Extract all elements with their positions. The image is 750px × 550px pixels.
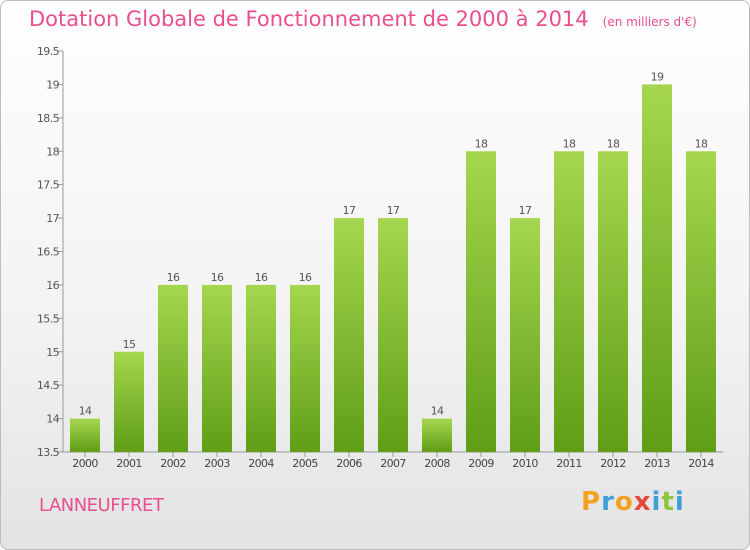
y-tick-label: 13.5 <box>37 446 60 459</box>
proxiti-logo: Proxiti <box>581 487 685 517</box>
y-tick-label: 18.5 <box>37 112 60 125</box>
bar <box>334 218 364 452</box>
bar-value-label: 18 <box>475 137 488 150</box>
bar-value-label: 14 <box>431 405 444 418</box>
commune-name: LANNEUFFRET <box>39 495 164 516</box>
bar <box>158 284 188 452</box>
x-tick-label: 2008 <box>424 457 450 470</box>
logo-letter: P <box>581 487 602 517</box>
y-tick-label: 19 <box>46 78 59 91</box>
logo-letter: o <box>614 487 634 517</box>
y-tick-label: 15.5 <box>37 312 60 325</box>
bar-value-label: 16 <box>167 271 180 284</box>
chart-unit: (en milliers d'€) <box>602 15 697 29</box>
logo-letter: i <box>674 487 685 517</box>
y-tick-label: 16 <box>46 279 59 292</box>
bar-value-label: 16 <box>211 271 224 284</box>
logo-letter: x <box>633 487 652 517</box>
bar-value-label: 16 <box>299 271 312 284</box>
bar-value-label: 18 <box>607 137 620 150</box>
y-tick-label: 17 <box>46 212 59 225</box>
x-tick-label: 2004 <box>248 457 274 470</box>
bar-value-label: 17 <box>387 204 400 217</box>
x-tick-label: 2000 <box>72 457 98 470</box>
bar <box>422 418 452 452</box>
bar <box>246 284 276 452</box>
y-tick-label: 15 <box>46 346 59 359</box>
logo-letter: r <box>601 487 615 517</box>
x-tick-label: 2007 <box>380 457 406 470</box>
x-tick-label: 2006 <box>336 457 362 470</box>
bar-value-label: 15 <box>123 338 136 351</box>
bar <box>642 84 672 453</box>
logo-letter: i <box>651 487 662 517</box>
y-tick-label: 16.5 <box>37 246 60 259</box>
bar-value-label: 16 <box>255 271 268 284</box>
bar <box>598 151 628 452</box>
chart-title-block: Dotation Globale de Fonctionnement de 20… <box>29 7 697 31</box>
bar <box>70 418 100 452</box>
y-tick-label: 18 <box>46 145 59 158</box>
x-tick-label: 2013 <box>644 457 670 470</box>
x-tick-label: 2012 <box>600 457 626 470</box>
bar-value-label: 17 <box>343 204 356 217</box>
x-tick-label: 2011 <box>556 457 582 470</box>
x-tick-label: 2005 <box>292 457 318 470</box>
bar-value-label: 17 <box>519 204 532 217</box>
bar-value-label: 18 <box>563 137 576 150</box>
bar <box>202 284 232 452</box>
x-tick-label: 2010 <box>512 457 538 470</box>
x-tick-label: 2009 <box>468 457 494 470</box>
x-tick-label: 2001 <box>116 457 142 470</box>
y-tick-label: 19.5 <box>37 45 60 58</box>
bar <box>510 218 540 452</box>
y-tick-label: 17.5 <box>37 179 60 192</box>
bar-value-label: 14 <box>79 405 92 418</box>
bar-value-label: 19 <box>651 70 664 83</box>
x-tick-label: 2003 <box>204 457 230 470</box>
bar <box>686 151 716 452</box>
bar <box>554 151 584 452</box>
bar <box>466 151 496 452</box>
bar <box>378 218 408 452</box>
bar <box>290 284 320 452</box>
bar <box>114 351 144 452</box>
y-tick-label: 14 <box>46 413 59 426</box>
bar-value-label: 18 <box>695 137 708 150</box>
chart-title: Dotation Globale de Fonctionnement de 20… <box>29 7 589 31</box>
x-tick-label: 2014 <box>688 457 714 470</box>
logo-letter: t <box>661 487 675 517</box>
x-tick-label: 2002 <box>160 457 186 470</box>
y-tick-label: 14.5 <box>37 379 60 392</box>
